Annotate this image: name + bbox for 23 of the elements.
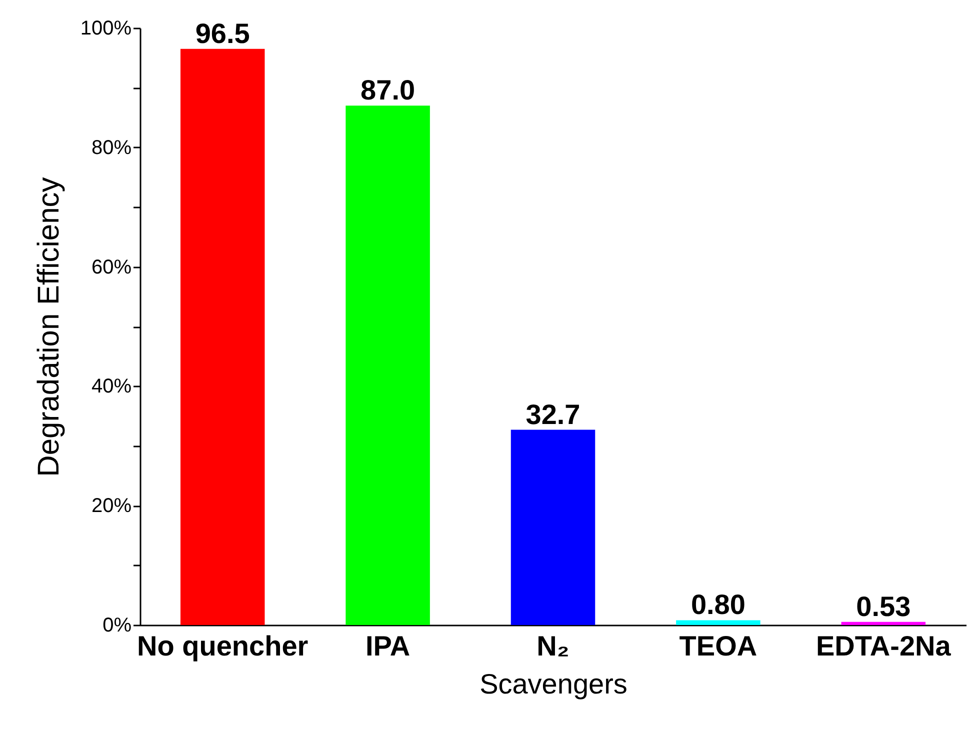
y-tick-label: 80% (91, 136, 132, 159)
bar (346, 106, 430, 625)
y-tick-label: 20% (91, 495, 132, 518)
x-axis-title: Scavengers (480, 668, 628, 700)
data-label: 32.7 (526, 398, 580, 430)
y-tick-label: 60% (91, 256, 132, 278)
bar (180, 48, 265, 625)
y-tick-label: 0% (102, 614, 132, 636)
x-tick-label: EDTA-2Na (816, 630, 952, 662)
x-tick-label: IPA (365, 630, 410, 662)
bar (510, 430, 596, 625)
data-label: 0.80 (690, 589, 746, 620)
y-tick-label: 100% (80, 18, 132, 40)
y-tick-label: 40% (91, 376, 132, 398)
bar (676, 620, 760, 625)
data-label: 0.53 (856, 590, 911, 622)
bar (841, 622, 926, 625)
data-label: 87.0 (360, 74, 416, 106)
x-tick-label: N₂ (536, 630, 570, 662)
y-axis-title: Degradation Efficiency (32, 177, 66, 477)
data-label: 96.5 (195, 18, 250, 49)
x-tick-label: No quencher (137, 630, 308, 662)
x-tick-label: TEOA (679, 630, 758, 662)
